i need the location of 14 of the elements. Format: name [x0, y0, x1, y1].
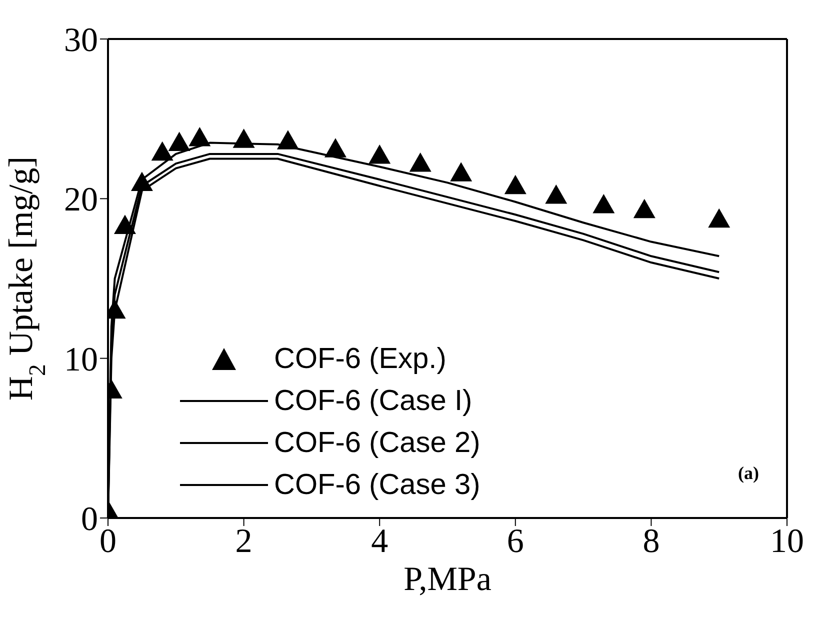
annotation: (a) — [738, 463, 759, 484]
legend-label: COF-6 (Case I) — [274, 384, 472, 418]
y-tick-label: 20 — [64, 182, 98, 219]
x-tick-label: 6 — [506, 523, 524, 560]
legend-label: COF-6 (Case 2) — [274, 426, 480, 460]
x-tick-label: 8 — [642, 523, 660, 560]
x-tick-label: 2 — [235, 523, 252, 560]
x-tick-label: 10 — [770, 523, 804, 560]
x-axis-title: P,MPa — [404, 561, 492, 598]
y-tick-label: 30 — [64, 22, 98, 60]
legend-label: COF-6 (Exp.) — [274, 342, 446, 376]
x-tick-label: 4 — [371, 523, 388, 560]
y-tick-label: 10 — [64, 341, 98, 378]
legend-label: COF-6 (Case 3) — [274, 468, 480, 502]
